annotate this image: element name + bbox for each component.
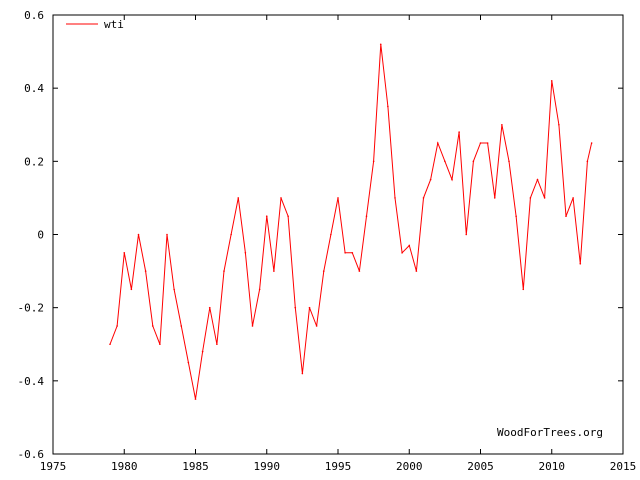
data-point xyxy=(408,244,411,247)
data-point xyxy=(529,197,532,199)
data-point xyxy=(479,142,482,144)
data-point xyxy=(308,306,311,309)
data-point xyxy=(458,131,460,133)
data-point xyxy=(401,251,403,254)
data-point xyxy=(586,160,589,163)
data-point xyxy=(130,288,133,291)
data-point xyxy=(187,361,190,364)
data-point xyxy=(486,142,489,144)
data-point xyxy=(194,398,197,400)
x-tick-label: 1980 xyxy=(111,460,138,473)
data-point xyxy=(109,343,111,346)
data-point xyxy=(365,215,368,218)
data-point xyxy=(472,160,475,163)
data-point xyxy=(273,270,275,272)
y-tick-label: 0.6 xyxy=(24,9,44,22)
data-point xyxy=(429,178,432,181)
data-point xyxy=(315,325,318,327)
data-point xyxy=(294,306,297,309)
data-point xyxy=(116,325,118,327)
data-point xyxy=(579,262,582,265)
y-tick-label: -0.4 xyxy=(18,375,45,388)
y-tick-label: 0.4 xyxy=(24,82,44,95)
y-tick-label: -0.6 xyxy=(18,448,45,461)
data-point xyxy=(251,325,254,327)
data-point xyxy=(344,251,346,254)
data-point xyxy=(372,160,375,163)
data-point xyxy=(244,251,247,254)
data-point xyxy=(558,123,560,126)
data-point xyxy=(337,197,339,199)
data-point xyxy=(216,343,218,346)
data-point xyxy=(501,123,503,126)
series-points xyxy=(109,43,593,400)
data-point xyxy=(436,142,439,144)
x-tick-label: 1975 xyxy=(40,460,67,473)
data-point xyxy=(543,197,546,199)
legend: wti xyxy=(66,18,124,31)
y-tick-label: -0.2 xyxy=(18,302,45,315)
data-point xyxy=(351,251,354,254)
data-point xyxy=(151,325,154,327)
data-point xyxy=(444,160,446,163)
data-point xyxy=(280,197,282,199)
data-point xyxy=(522,288,525,291)
x-tick-label: 2005 xyxy=(467,460,494,473)
data-point xyxy=(208,306,211,309)
data-point xyxy=(265,215,268,218)
data-point xyxy=(123,251,126,254)
data-point xyxy=(201,350,204,353)
data-point xyxy=(159,343,161,346)
x-tick-label: 1995 xyxy=(325,460,352,473)
axis-ticks xyxy=(52,14,624,455)
data-point xyxy=(590,142,593,144)
data-point xyxy=(508,160,510,163)
data-point xyxy=(173,288,175,291)
data-point xyxy=(223,270,225,272)
data-point xyxy=(330,233,332,236)
data-point xyxy=(180,325,183,327)
data-point xyxy=(230,233,232,236)
x-tick-label: 2010 xyxy=(539,460,566,473)
data-point xyxy=(394,197,396,199)
data-point xyxy=(451,178,453,181)
data-point xyxy=(322,270,325,272)
y-tick-label: 0 xyxy=(37,229,44,242)
data-point xyxy=(515,215,517,218)
data-point xyxy=(387,105,389,108)
data-point xyxy=(166,233,168,236)
credit-text: WoodForTrees.org xyxy=(497,426,603,439)
data-point xyxy=(358,270,361,272)
data-point xyxy=(137,233,140,236)
data-point xyxy=(379,43,382,46)
x-tick-label: 2015 xyxy=(610,460,637,473)
y-tick-label: 0.2 xyxy=(24,155,44,168)
data-point xyxy=(258,288,261,291)
data-point xyxy=(422,197,425,199)
axis-tick-labels: 1975 1980 1985 1990 1995 2000 2005 2010 2015 -0.6… xyxy=(18,9,637,473)
data-point xyxy=(565,215,567,218)
x-tick-label: 1985 xyxy=(182,460,209,473)
data-point xyxy=(550,80,553,82)
data-point xyxy=(493,197,496,199)
data-point xyxy=(415,270,418,272)
data-point xyxy=(301,372,304,375)
data-point xyxy=(572,197,574,199)
data-point xyxy=(536,178,539,181)
data-point xyxy=(237,197,240,199)
data-point xyxy=(144,270,147,272)
data-point xyxy=(287,215,289,218)
data-point xyxy=(465,233,468,236)
x-tick-label: 2000 xyxy=(396,460,423,473)
x-tick-label: 1990 xyxy=(254,460,281,473)
legend-label-wti: wti xyxy=(104,18,124,31)
